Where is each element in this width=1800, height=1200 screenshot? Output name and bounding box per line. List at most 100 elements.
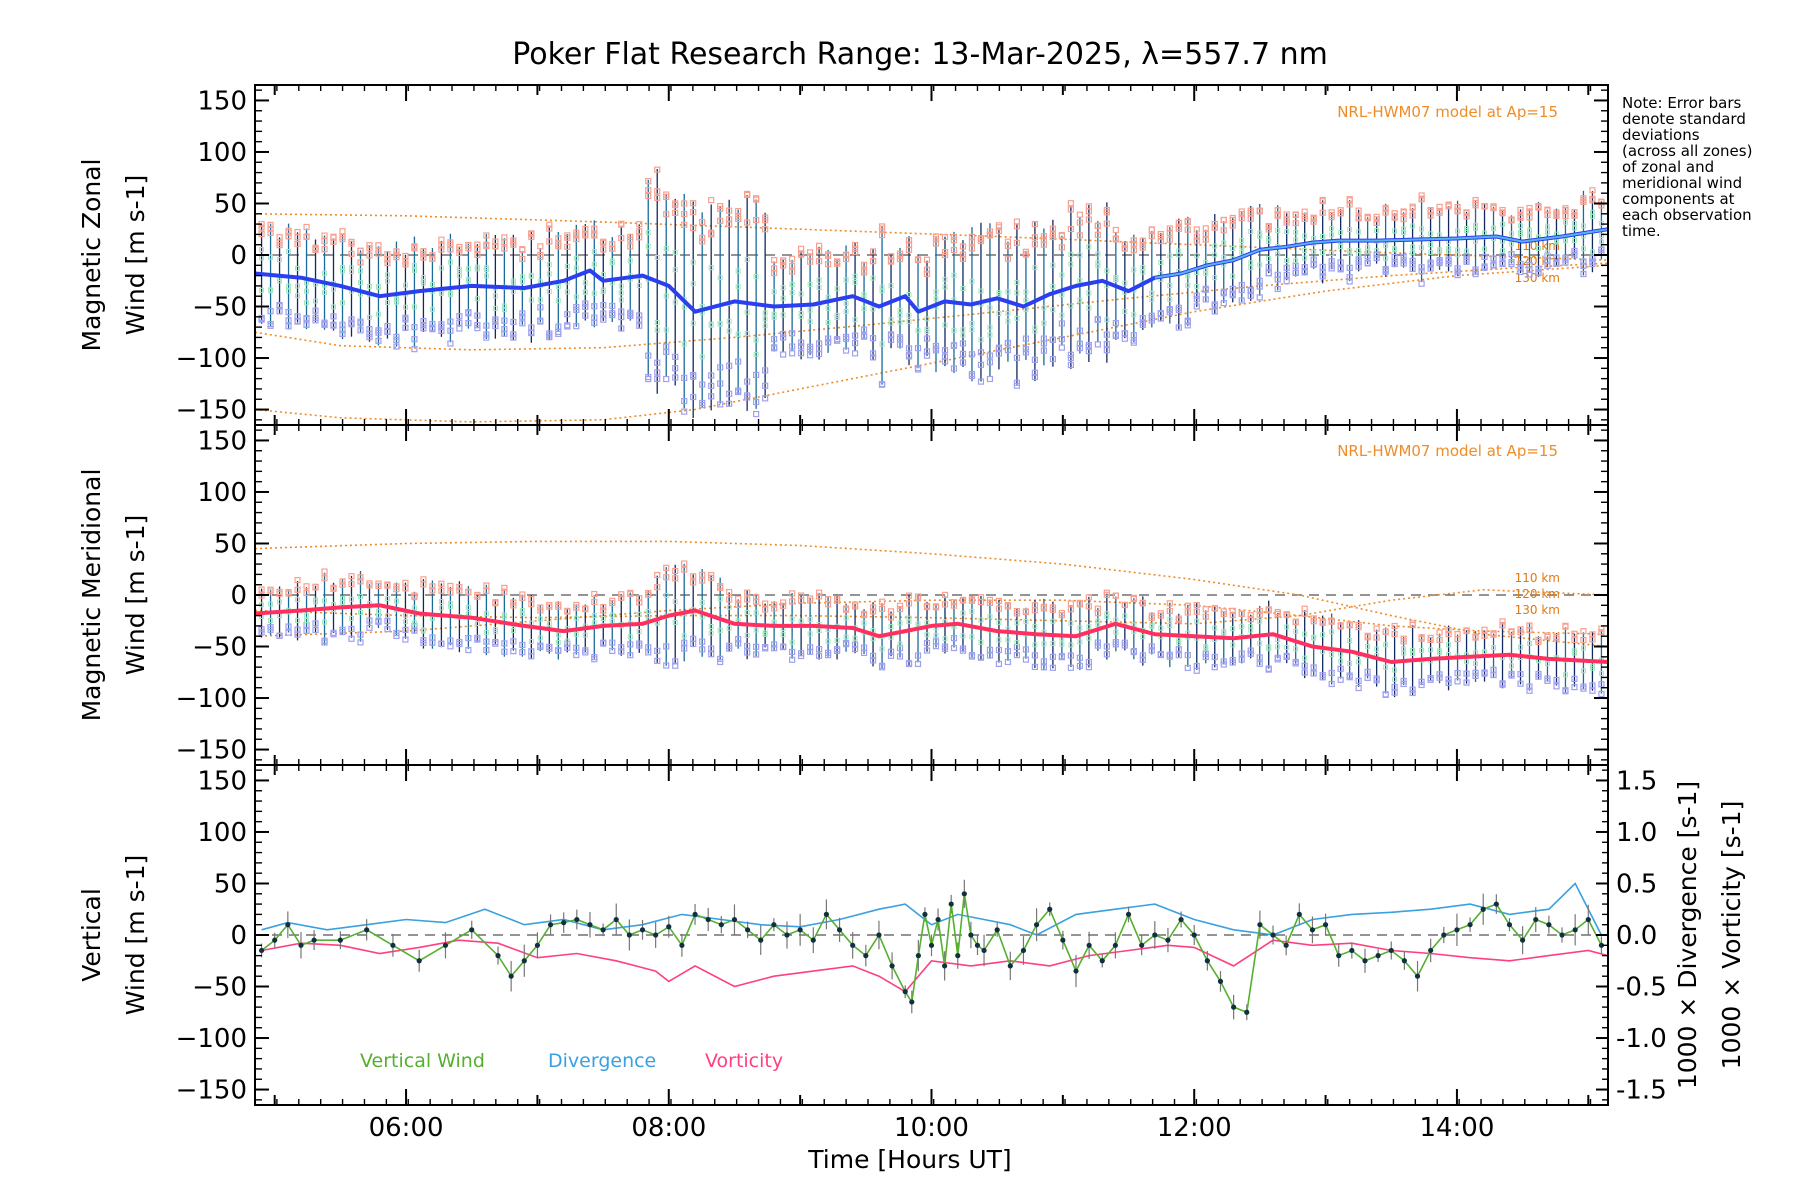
zone-point — [1310, 615, 1317, 622]
zonal-mean-highlight — [1154, 228, 1609, 279]
vertical-wind-point — [1559, 932, 1565, 938]
zone-point — [1004, 346, 1012, 354]
zone-point — [402, 304, 408, 310]
zone-point — [501, 326, 508, 333]
zone-point — [636, 599, 643, 606]
note-line: meridional wind — [1622, 174, 1742, 192]
zone-point — [1284, 624, 1290, 630]
zone-point — [852, 273, 858, 279]
zone-point — [429, 320, 436, 328]
zone-point — [924, 620, 930, 626]
zone-point — [1293, 258, 1299, 264]
zone-point — [780, 257, 787, 264]
zone-point — [1589, 187, 1596, 194]
zone-point — [780, 312, 786, 318]
zone-point — [1274, 654, 1281, 661]
zone-point — [896, 602, 904, 609]
zone-point — [1473, 661, 1479, 667]
zone-point — [1193, 237, 1200, 244]
zone-point — [591, 225, 598, 232]
zone-point — [600, 310, 607, 317]
zone-point — [1310, 670, 1317, 677]
zone-point — [1310, 261, 1317, 268]
zone-point — [744, 330, 750, 336]
zone-point — [1355, 214, 1362, 221]
zone-point — [1238, 215, 1245, 222]
zone-point — [843, 615, 849, 621]
zone-point — [295, 293, 301, 299]
zone-point — [1184, 651, 1191, 659]
zone-point — [618, 290, 624, 296]
zone-point — [771, 289, 777, 295]
zone-point — [268, 254, 274, 260]
zone-point — [492, 293, 498, 299]
zone-point — [996, 637, 1002, 643]
zone-point — [1121, 601, 1128, 609]
zone-point — [591, 290, 597, 296]
zone-point — [591, 319, 598, 326]
zone-point — [1256, 660, 1263, 667]
zone-point — [1374, 646, 1380, 652]
zone-point — [753, 398, 760, 406]
zone-point — [969, 278, 975, 284]
zone-point — [1031, 652, 1039, 659]
right-tick-label: -1.5 — [1616, 1076, 1667, 1106]
zone-point — [420, 322, 427, 329]
zone-point — [753, 195, 760, 202]
vertical-wind-point — [561, 920, 567, 926]
zone-point — [339, 326, 346, 333]
zone-point — [672, 209, 679, 216]
vertical-wind-point — [298, 942, 304, 948]
zone-point — [762, 395, 769, 402]
zone-point — [744, 589, 751, 596]
zone-point — [1148, 317, 1155, 324]
zone-point — [1464, 248, 1470, 254]
zone-point — [762, 217, 769, 224]
zone-point — [267, 588, 274, 595]
zone-point — [986, 352, 994, 359]
zone-point — [1580, 270, 1587, 278]
zone-point — [384, 613, 390, 619]
zone-point — [1112, 639, 1119, 646]
zone-point — [429, 587, 436, 594]
zone-point — [1193, 233, 1200, 240]
vertical-wind-point — [948, 901, 954, 907]
zone-point — [1337, 665, 1344, 672]
zone-point — [1517, 206, 1524, 213]
zone-point — [941, 248, 949, 256]
zone-point — [1562, 237, 1568, 243]
vertical-wind-point — [1388, 947, 1394, 954]
zone-point — [1112, 319, 1119, 327]
zone-point — [1544, 632, 1551, 639]
zone-point — [1068, 620, 1074, 626]
zone-point — [1463, 253, 1470, 260]
zone-point — [1301, 264, 1308, 271]
zone-point — [897, 312, 903, 318]
zone-point — [348, 269, 354, 275]
zone-point — [474, 634, 481, 641]
zone-point — [1454, 635, 1461, 643]
zone-point — [861, 305, 867, 311]
zone-point — [1526, 204, 1533, 212]
zone-point — [708, 630, 714, 636]
zone-point — [1256, 611, 1263, 618]
zone-point — [483, 331, 490, 338]
zone-point — [618, 594, 625, 601]
zone-point — [771, 257, 778, 264]
zone-point — [807, 307, 813, 313]
zone-point — [501, 648, 508, 655]
zone-point — [744, 642, 751, 650]
zone-point — [1167, 296, 1173, 302]
zone-point — [528, 272, 534, 278]
vertical-wind-point — [1283, 942, 1289, 948]
zone-point — [573, 265, 579, 271]
zone-point — [1013, 607, 1021, 615]
zone-point — [1580, 246, 1586, 252]
zone-point — [932, 342, 940, 350]
zone-point — [1067, 351, 1074, 358]
zone-point — [833, 595, 841, 602]
zone-point — [1320, 250, 1326, 256]
zone-point — [411, 620, 417, 626]
zone-point — [735, 640, 742, 647]
zone-point — [1050, 283, 1056, 289]
